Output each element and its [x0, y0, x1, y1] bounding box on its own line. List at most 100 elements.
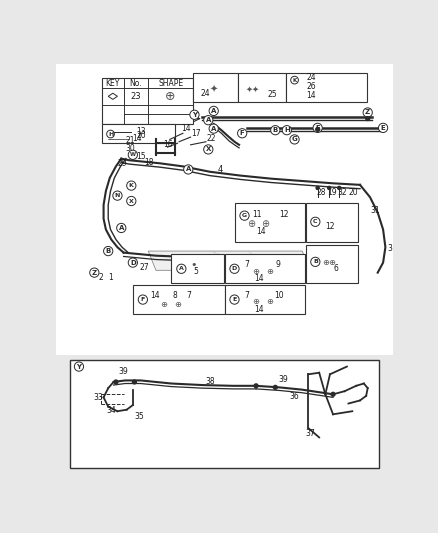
- Text: 10: 10: [274, 291, 283, 300]
- Circle shape: [107, 130, 114, 138]
- Bar: [235, 203, 304, 242]
- Text: 11: 11: [252, 209, 261, 219]
- Text: D: D: [232, 266, 237, 271]
- Text: H: H: [108, 132, 113, 136]
- Text: B: B: [106, 248, 111, 254]
- Text: 32: 32: [338, 188, 347, 197]
- Text: 20: 20: [137, 131, 146, 140]
- Circle shape: [363, 108, 372, 117]
- Circle shape: [338, 187, 341, 189]
- Text: 30: 30: [125, 144, 135, 153]
- Circle shape: [103, 246, 113, 256]
- Text: E: E: [233, 297, 237, 302]
- Polygon shape: [148, 251, 310, 270]
- Text: 35: 35: [134, 412, 144, 421]
- Text: KEY: KEY: [106, 79, 120, 88]
- Text: 14: 14: [181, 124, 191, 133]
- Text: 8: 8: [173, 291, 178, 300]
- Circle shape: [331, 392, 335, 396]
- Text: 14: 14: [150, 291, 159, 300]
- Circle shape: [316, 187, 319, 189]
- Text: B: B: [313, 260, 318, 264]
- Text: ⊕: ⊕: [266, 266, 273, 276]
- Circle shape: [113, 191, 122, 200]
- Bar: [225, 285, 304, 314]
- Text: E: E: [381, 125, 385, 131]
- Circle shape: [209, 106, 218, 116]
- Text: 3: 3: [387, 244, 392, 253]
- Circle shape: [74, 362, 84, 371]
- Text: 24: 24: [306, 74, 316, 82]
- Circle shape: [184, 165, 193, 174]
- Circle shape: [114, 380, 118, 384]
- Text: 12: 12: [279, 209, 289, 219]
- Circle shape: [328, 187, 331, 189]
- Circle shape: [240, 211, 249, 220]
- Circle shape: [316, 127, 320, 131]
- Text: 29: 29: [117, 159, 127, 168]
- Text: B: B: [273, 127, 278, 133]
- Circle shape: [128, 258, 138, 267]
- Text: 4: 4: [218, 165, 223, 174]
- Circle shape: [127, 181, 136, 190]
- Text: D: D: [130, 260, 136, 265]
- Text: W: W: [130, 152, 136, 157]
- Circle shape: [366, 117, 370, 120]
- Circle shape: [378, 123, 388, 133]
- Text: 1: 1: [108, 273, 113, 282]
- Text: K: K: [129, 183, 134, 188]
- Text: 23: 23: [131, 92, 141, 101]
- Text: K: K: [293, 78, 297, 83]
- Circle shape: [204, 116, 213, 125]
- Text: SHAPE: SHAPE: [158, 79, 183, 88]
- Text: 36: 36: [290, 392, 300, 401]
- Text: E: E: [315, 125, 320, 131]
- Text: N: N: [115, 193, 120, 198]
- Circle shape: [282, 126, 291, 135]
- Text: 14: 14: [132, 134, 142, 143]
- Bar: [133, 285, 225, 314]
- Circle shape: [127, 196, 136, 206]
- Text: 7: 7: [187, 291, 191, 300]
- Circle shape: [271, 126, 280, 135]
- Bar: [193, 73, 237, 102]
- Text: A: A: [211, 126, 216, 132]
- Text: A: A: [205, 117, 211, 123]
- Text: G: G: [292, 136, 297, 142]
- Bar: [286, 73, 367, 102]
- Text: 13: 13: [137, 127, 146, 136]
- Text: X: X: [205, 147, 211, 152]
- Text: •: •: [191, 260, 197, 270]
- Text: Y: Y: [77, 364, 81, 369]
- Text: 22: 22: [207, 134, 216, 143]
- Text: No.: No.: [130, 79, 142, 88]
- Text: A: A: [211, 108, 216, 114]
- Bar: [171, 254, 224, 284]
- Circle shape: [311, 217, 320, 227]
- Text: 28: 28: [316, 188, 325, 197]
- Circle shape: [254, 384, 258, 387]
- Bar: [306, 245, 358, 284]
- Text: F: F: [141, 297, 145, 302]
- Text: 7: 7: [244, 291, 249, 300]
- Text: 21: 21: [125, 136, 134, 146]
- Text: Z: Z: [92, 270, 97, 276]
- Text: X: X: [129, 198, 134, 204]
- Circle shape: [313, 123, 322, 133]
- Text: A: A: [179, 266, 184, 271]
- Text: 25: 25: [268, 90, 277, 99]
- Text: 12: 12: [325, 222, 335, 231]
- Circle shape: [230, 295, 239, 304]
- Text: ✦: ✦: [210, 84, 218, 94]
- Bar: [70, 360, 379, 468]
- Text: 38: 38: [205, 376, 215, 385]
- Text: A: A: [119, 225, 124, 231]
- Text: 34: 34: [106, 406, 116, 415]
- Text: 2: 2: [98, 273, 103, 282]
- Circle shape: [128, 150, 138, 159]
- Bar: [102, 124, 175, 143]
- Text: 24: 24: [201, 88, 210, 98]
- Circle shape: [291, 76, 298, 84]
- Text: 19: 19: [327, 188, 336, 197]
- Text: A: A: [186, 166, 191, 173]
